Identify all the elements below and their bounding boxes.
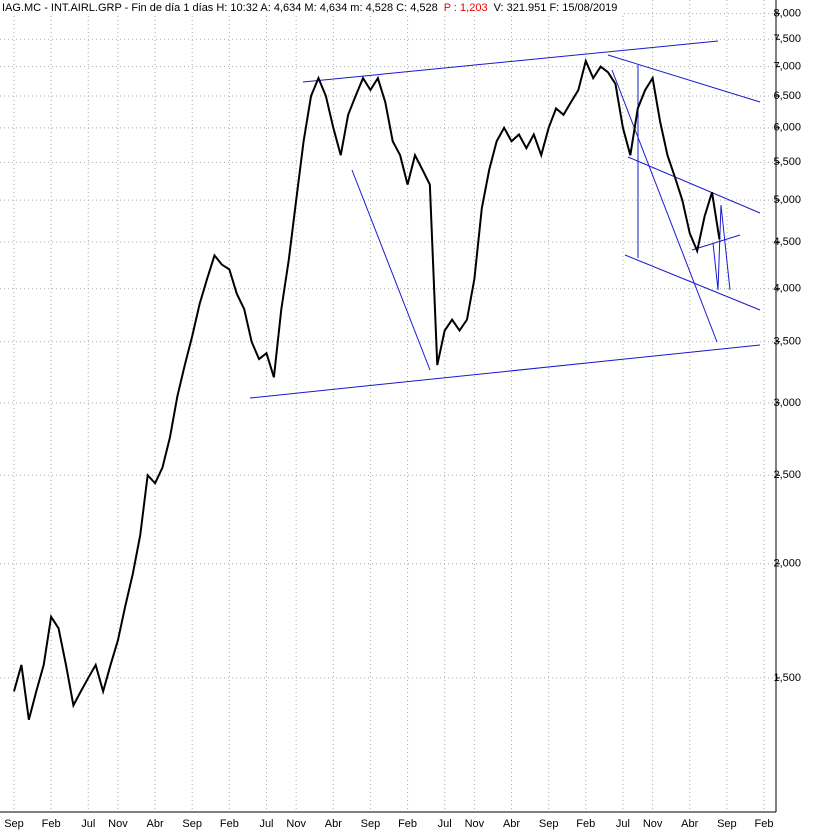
y-tick-label: 8,000 xyxy=(773,8,801,20)
trendlines xyxy=(249,40,761,399)
y-tick-label: 6,000 xyxy=(773,122,801,134)
header-change: P : 1,203 xyxy=(444,2,488,14)
x-tick-label: Abr xyxy=(503,818,520,830)
price-line xyxy=(13,57,721,721)
header: IAG.MC - INT.AIRL.GRP - Fin de día 1 día… xyxy=(2,2,617,14)
x-tick-label: Feb xyxy=(576,818,595,830)
y-tick-label: 3,000 xyxy=(773,397,801,409)
x-tick-label: Sep xyxy=(182,818,202,830)
x-tick-label: Jul xyxy=(259,818,273,830)
x-tick-label: Jul xyxy=(616,818,630,830)
x-tick-label: Feb xyxy=(755,818,774,830)
y-tick-label: 7,000 xyxy=(773,61,801,73)
header-tail: V: 321.951 F: 15/08/2019 xyxy=(494,2,618,14)
y-tick-label: 4,000 xyxy=(773,283,801,295)
header-main: IAG.MC - INT.AIRL.GRP - Fin de día 1 día… xyxy=(2,2,438,14)
x-tick-label: Sep xyxy=(717,818,737,830)
trend-line xyxy=(624,254,761,311)
x-tick-label: Nov xyxy=(286,818,306,830)
trend-line xyxy=(607,54,761,103)
x-tick-label: Abr xyxy=(325,818,342,830)
x-tick-label: Nov xyxy=(108,818,128,830)
x-tick-label: Nov xyxy=(465,818,485,830)
trend-line xyxy=(249,344,761,399)
trend-line xyxy=(351,169,431,371)
x-tick-label: Nov xyxy=(643,818,663,830)
header-bg xyxy=(0,0,624,16)
y-tick-label: 1,500 xyxy=(773,672,801,684)
trend-line xyxy=(302,40,719,83)
y-tick-label: 6,500 xyxy=(773,90,801,102)
x-tick-label: Abr xyxy=(681,818,698,830)
y-tick-label: 4,500 xyxy=(773,236,801,248)
x-tick-label: Feb xyxy=(42,818,61,830)
trend-line xyxy=(691,234,741,251)
x-tick-label: Feb xyxy=(398,818,417,830)
y-tick-label: 2,500 xyxy=(773,469,801,481)
y-tick-label: 3,500 xyxy=(773,336,801,348)
x-tick-label: Feb xyxy=(220,818,239,830)
trend-line xyxy=(627,156,761,214)
x-tick-label: Sep xyxy=(361,818,381,830)
y-tick-label: 5,000 xyxy=(773,194,801,206)
x-tick-label: Sep xyxy=(4,818,24,830)
trend-arrow xyxy=(712,204,731,291)
x-tick-label: Jul xyxy=(81,818,95,830)
trend-line xyxy=(611,69,718,343)
y-tick-label: 7,500 xyxy=(773,33,801,45)
y-tick-label: 2,000 xyxy=(773,558,801,570)
x-tick-label: Jul xyxy=(438,818,452,830)
x-tick-label: Abr xyxy=(147,818,164,830)
y-tick-label: 5,500 xyxy=(773,156,801,168)
x-tick-label: Sep xyxy=(539,818,559,830)
